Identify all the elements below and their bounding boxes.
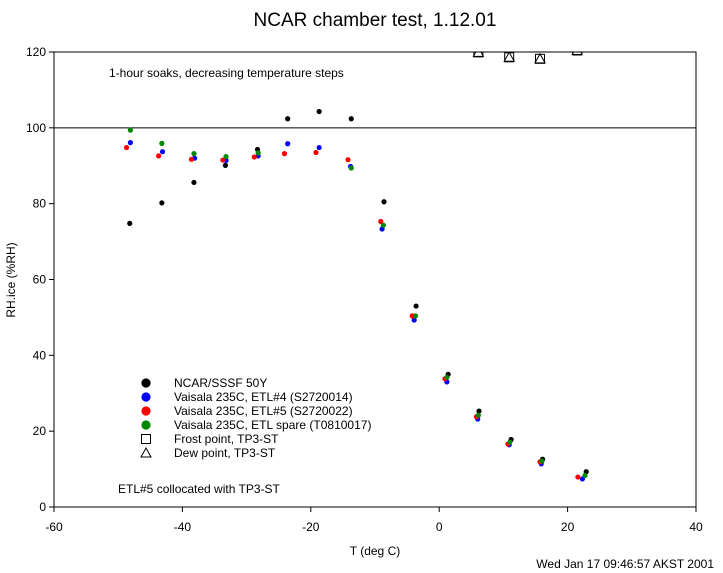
- legend-label: Vaisala 235C, ETL#5 (S2720022): [174, 404, 353, 418]
- data-point: [285, 141, 291, 147]
- y-tick-label: 80: [33, 197, 47, 211]
- data-point: [380, 222, 386, 228]
- data-point: [444, 374, 450, 380]
- y-tick-label: 100: [26, 121, 46, 135]
- data-point: [411, 317, 417, 323]
- legend-marker: [140, 446, 152, 458]
- data-point: [313, 149, 319, 156]
- y-axis: 0 20 40 60 80 100 120: [26, 45, 54, 514]
- data-point: [476, 408, 482, 414]
- annotation-bottom: ETL#5 collocated with TP3-ST: [118, 482, 281, 496]
- legend-label: NCAR/SSSF 50Y: [174, 376, 267, 390]
- data-point: [440, 42, 449, 51]
- series-5: [440, 42, 584, 64]
- data-point: [507, 439, 513, 445]
- data-point: [255, 150, 261, 156]
- data-point: [412, 313, 419, 319]
- data-points: [123, 42, 589, 482]
- legend-marker: [141, 434, 151, 444]
- y-tick-label: 60: [33, 273, 47, 287]
- data-point: [571, 52, 584, 55]
- timestamp: Wed Jan 17 09:46:57 AKST 2001: [536, 557, 714, 571]
- data-point: [413, 303, 419, 309]
- x-tick-label: -40: [174, 520, 192, 534]
- data-point: [575, 474, 581, 480]
- data-point: [191, 179, 197, 186]
- x-tick-label: -60: [45, 520, 63, 534]
- x-tick-label: 0: [436, 520, 443, 534]
- y-tick-label: 0: [39, 500, 46, 514]
- data-point: [159, 149, 166, 155]
- series-4: [440, 42, 583, 64]
- data-point: [191, 151, 197, 157]
- x-tick-label: 20: [561, 520, 575, 534]
- data-point: [381, 199, 387, 205]
- data-point: [159, 140, 165, 146]
- data-point: [539, 458, 545, 464]
- series-2: [123, 144, 581, 480]
- data-point: [348, 116, 354, 122]
- legend-marker: [141, 378, 151, 388]
- x-axis: -60 -40 -20 0 20 40: [45, 507, 703, 534]
- data-point: [123, 144, 130, 151]
- data-point: [220, 157, 226, 163]
- data-point: [503, 52, 516, 62]
- legend-label: Vaisala 235C, ETL#4 (S2720014): [174, 390, 353, 404]
- legend-marker: [141, 420, 151, 430]
- chart-title: NCAR chamber test, 1.12.01: [254, 10, 497, 31]
- legend-label: Vaisala 235C, ETL spare (T0810017): [174, 418, 371, 432]
- x-tick-label: 40: [689, 520, 703, 534]
- legend-label: Frost point, TP3-ST: [174, 432, 279, 446]
- data-point: [472, 52, 485, 57]
- data-point: [348, 165, 354, 171]
- data-point: [440, 42, 450, 51]
- data-point: [222, 162, 229, 168]
- legend-marker: [141, 392, 151, 402]
- x-axis-label: T (deg C): [350, 544, 400, 558]
- data-point: [345, 157, 351, 163]
- data-point: [127, 220, 133, 226]
- data-point: [251, 154, 257, 160]
- data-point: [475, 412, 481, 418]
- data-point: [127, 140, 133, 146]
- data-point: [285, 116, 291, 122]
- legend-label: Dew point, TP3-ST: [174, 446, 276, 460]
- y-axis-label: RH.ice (%RH): [4, 242, 18, 317]
- data-point: [223, 154, 229, 160]
- annotation-top: 1-hour soaks, decreasing temperature ste…: [109, 66, 344, 80]
- y-tick-label: 20: [33, 424, 47, 438]
- data-point: [316, 108, 322, 115]
- data-point: [534, 52, 546, 64]
- data-point: [378, 218, 384, 225]
- legend-marker: [141, 406, 151, 416]
- y-tick-label: 120: [26, 45, 46, 59]
- data-point: [156, 153, 162, 159]
- series-0: [127, 108, 589, 475]
- x-tick-label: -20: [302, 520, 320, 534]
- data-point: [572, 52, 583, 56]
- data-point: [281, 151, 288, 157]
- y-tick-label: 40: [33, 348, 47, 362]
- data-point: [188, 156, 194, 162]
- data-point: [159, 200, 165, 206]
- series-3: [127, 127, 588, 479]
- data-point: [127, 127, 133, 133]
- data-point: [582, 472, 588, 479]
- data-point: [316, 144, 322, 151]
